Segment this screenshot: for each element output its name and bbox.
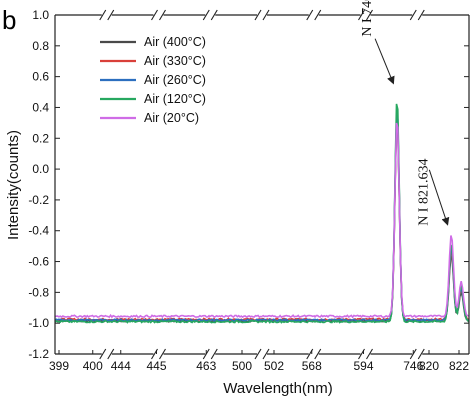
series-line-2	[365, 118, 418, 322]
axis-break-mark	[254, 348, 262, 360]
top-axis-break-mark	[99, 9, 107, 21]
y-tick-label: -1.2	[28, 347, 49, 361]
series-line-5	[416, 235, 470, 318]
legend: Air (400°C) Air (330°C) Air (260°C) Air (12…	[100, 35, 206, 125]
series-line-3	[313, 318, 366, 323]
y-axis-title: Intensity(counts)	[5, 130, 22, 240]
annotation-label: N I 821.634	[416, 159, 431, 226]
series-line-4	[313, 319, 366, 324]
legend-label: Air (260°C)	[144, 73, 206, 87]
y-tick-label: 0.8	[32, 39, 49, 53]
x-tick-label: 500	[232, 359, 252, 373]
y-tick-label: 0.4	[32, 100, 49, 114]
series-line-4	[106, 319, 159, 324]
annotation-label: N I 746.831	[360, 0, 375, 37]
series-line-5	[313, 314, 366, 319]
axis-break-mark	[314, 348, 322, 360]
top-axis-break-mark	[262, 9, 270, 21]
series-line-5	[158, 314, 211, 319]
top-axis-break-mark	[409, 9, 417, 21]
series-line-5	[261, 314, 314, 319]
axis-break-mark	[262, 348, 270, 360]
legend-label: Air (20°C)	[144, 111, 199, 125]
y-tick-label: -0.2	[28, 193, 49, 207]
legend-label: Air (330°C)	[144, 54, 206, 68]
x-tick-label: 399	[49, 359, 69, 373]
top-axis-break-mark	[358, 9, 365, 21]
annotation-arrow	[374, 38, 395, 85]
x-tick-label: 502	[264, 359, 284, 373]
y-tick-label: -0.4	[28, 224, 49, 238]
axis-break-mark	[417, 348, 425, 360]
series-line-4	[209, 319, 263, 324]
y-tick-label: -0.8	[28, 285, 49, 299]
x-tick-label: 463	[196, 359, 216, 373]
legend-label: Air (120°C)	[144, 92, 206, 106]
top-axis-break-mark	[254, 9, 262, 21]
x-tick-label: 445	[146, 359, 166, 373]
x-tick-label: 594	[353, 359, 373, 373]
axis-break-mark	[210, 348, 218, 360]
x-tick-label: 568	[302, 359, 322, 373]
series-line-5	[209, 314, 263, 319]
axis-break-mark	[366, 348, 373, 360]
y-tick-label: 0.2	[32, 131, 49, 145]
x-axis-title: Wavelength(nm)	[223, 380, 332, 397]
x-tick-label: 444	[111, 359, 131, 373]
y-tick-label: -0.6	[28, 255, 49, 269]
top-axis-break-mark	[151, 9, 158, 21]
y-tick-label: 0.0	[32, 162, 49, 176]
top-axis-break-mark	[366, 9, 373, 21]
series-line-5	[54, 314, 108, 319]
top-axis-break-mark	[202, 9, 210, 21]
legend-label: Air (400°C)	[144, 35, 206, 49]
top-axis-break-mark	[306, 9, 314, 21]
series-line-1	[365, 123, 418, 323]
series-line-4	[261, 319, 315, 324]
series-line-5	[106, 313, 159, 319]
series-line-4	[365, 103, 418, 324]
series-line-3	[158, 318, 211, 323]
panel-label: b	[2, 5, 16, 35]
annotation-arrow	[428, 169, 450, 226]
series-line-3	[106, 318, 159, 323]
series-line-4	[158, 319, 211, 324]
series-line-4	[54, 319, 108, 324]
y-tick-label: -1.0	[28, 316, 49, 330]
axis-break-mark	[99, 348, 107, 360]
x-tick-label: 746	[403, 359, 423, 373]
x-tick-label: 400	[83, 359, 103, 373]
top-axis-break-mark	[210, 9, 218, 21]
axis-break-mark	[107, 348, 115, 360]
axis-break-mark	[159, 348, 166, 360]
top-axis-break-mark	[107, 9, 115, 21]
series-line-3	[365, 114, 418, 322]
top-axis-break-mark	[417, 9, 425, 21]
series-line-5	[365, 122, 418, 319]
top-axis-break-mark	[314, 9, 322, 21]
y-tick-label: 0.6	[32, 70, 49, 84]
x-tick-label: 820	[419, 359, 439, 373]
x-tick-label: 822	[449, 359, 469, 373]
y-tick-label: 1.0	[32, 8, 49, 22]
top-axis-break-mark	[159, 9, 166, 21]
series-line-3	[54, 318, 107, 322]
